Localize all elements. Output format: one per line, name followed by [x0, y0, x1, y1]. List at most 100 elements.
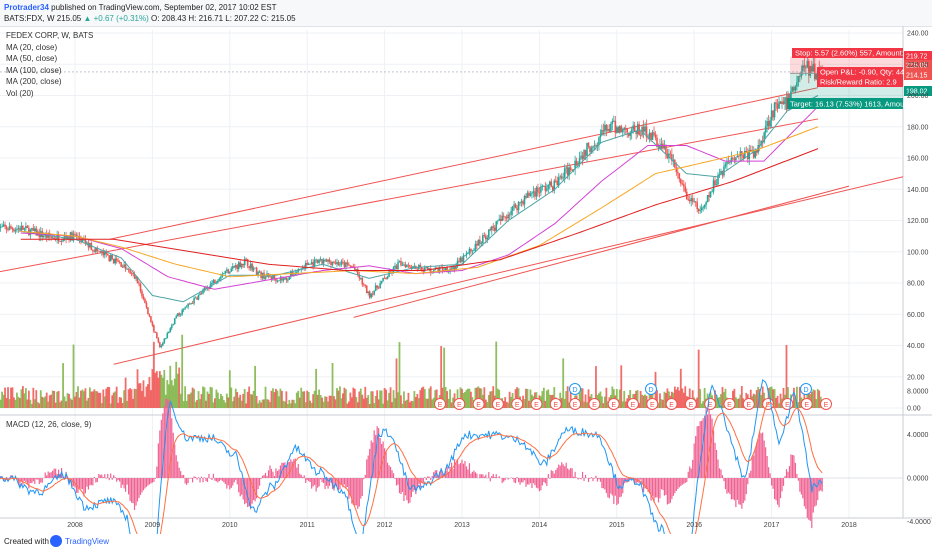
- earnings-marker-circle: [820, 398, 832, 410]
- earnings-marker[interactable]: E: [646, 398, 659, 410]
- legend-ma20[interactable]: MA (20, close): [6, 42, 58, 52]
- earnings-marker[interactable]: E: [742, 398, 755, 410]
- macd-histogram-bar: [162, 413, 164, 478]
- dividend-marker[interactable]: D: [800, 383, 812, 395]
- macd-histogram-bar: [226, 478, 228, 489]
- dividend-marker[interactable]: D: [645, 383, 657, 395]
- candle-body: [797, 76, 800, 83]
- volume-bar: [294, 403, 297, 408]
- macd-histogram-bar: [815, 478, 817, 506]
- earnings-marker[interactable]: E: [434, 398, 446, 410]
- trade-position[interactable]: Stop: 5.57 (2.60%) 557, Amount:Open P&L:…: [0, 48, 932, 109]
- earnings-marker[interactable]: E: [588, 398, 601, 410]
- earnings-marker[interactable]: E: [491, 398, 504, 410]
- candle-body: [380, 280, 383, 284]
- candle-body: [130, 273, 133, 275]
- volume-bar: [602, 403, 605, 408]
- candle-body: [13, 229, 15, 232]
- legend-vol[interactable]: Vol (20): [6, 88, 34, 98]
- candle-body: [645, 126, 648, 138]
- volume-bar: [288, 399, 291, 408]
- macd-histogram-bar: [580, 478, 582, 480]
- earnings-marker-circle: [472, 398, 485, 410]
- price-axis-label: 220.00: [907, 62, 929, 69]
- earnings-marker[interactable]: E: [569, 398, 582, 410]
- volume-bar: [700, 403, 703, 408]
- volume-bar: [230, 387, 233, 408]
- earnings-marker[interactable]: E: [453, 398, 466, 410]
- earnings-marker[interactable]: E: [627, 398, 639, 410]
- macd-histogram-bar: [800, 478, 802, 495]
- earnings-marker[interactable]: E: [684, 398, 697, 410]
- dividend-marker[interactable]: D: [569, 383, 581, 395]
- volume-bar: [109, 403, 112, 408]
- candle-body: [105, 252, 108, 254]
- macd-histogram-bar: [4, 478, 6, 482]
- candle-body: [742, 155, 745, 159]
- legend-macd[interactable]: MACD (12, 26, close, 9): [6, 420, 92, 429]
- legend-ma50[interactable]: MA (50, close): [6, 54, 58, 64]
- macd-histogram-bar: [431, 476, 433, 478]
- earnings-marker[interactable]: E: [511, 398, 524, 410]
- volume-bar: [260, 402, 262, 408]
- earnings-marker[interactable]: E: [800, 398, 813, 410]
- macd-histogram-bar: [272, 471, 274, 478]
- candle-body: [581, 155, 584, 160]
- author-link[interactable]: Protrader34: [4, 3, 49, 12]
- macd-histogram-bar: [297, 463, 299, 478]
- earnings-marker[interactable]: E: [549, 398, 562, 410]
- volume-bar: [413, 391, 416, 408]
- volume-bar: [767, 388, 770, 408]
- legend-ma100[interactable]: MA (100, close): [6, 65, 62, 75]
- earnings-marker[interactable]: E: [704, 398, 717, 410]
- volume-bar: [675, 389, 678, 408]
- macd-histogram-bar: [190, 478, 192, 479]
- candle-body: [601, 130, 603, 136]
- macd-histogram-bar: [333, 478, 335, 491]
- macd-histogram-bar: [537, 478, 539, 489]
- earnings-marker[interactable]: E: [781, 398, 794, 410]
- macd-histogram-bar: [419, 478, 421, 488]
- candle-body: [592, 146, 594, 149]
- earnings-marker[interactable]: E: [530, 398, 543, 410]
- macd-histogram-bar: [818, 478, 820, 492]
- earnings-marker[interactable]: E: [665, 398, 678, 410]
- candle-body: [237, 262, 240, 269]
- candle-body: [578, 157, 581, 165]
- volume-bar: [71, 399, 73, 408]
- macd-histogram-bar: [702, 418, 704, 478]
- candle-body: [671, 154, 673, 161]
- volume-bar: [666, 388, 669, 408]
- volume-bar: [105, 388, 108, 408]
- macd-histogram-bar: [695, 435, 697, 478]
- earnings-marker[interactable]: E: [472, 398, 485, 410]
- volume-bar: [233, 396, 236, 408]
- volume-bar: [203, 387, 206, 408]
- macd-histogram-bar: [735, 478, 737, 508]
- macd-histogram-bar: [384, 448, 386, 478]
- macd-histogram-bar: [218, 478, 220, 482]
- legend-ma200[interactable]: MA (200, close): [6, 77, 62, 87]
- earnings-marker[interactable]: E: [820, 398, 832, 410]
- macd-histogram-bar: [284, 462, 286, 478]
- candle-body: [233, 266, 236, 268]
- macd-histogram-bar: [759, 432, 761, 478]
- earnings-marker[interactable]: E: [607, 398, 620, 410]
- candle-body: [595, 145, 597, 147]
- volume-bar: [167, 384, 170, 408]
- volume-bar: [196, 400, 198, 408]
- macd-histogram-bar: [577, 478, 579, 480]
- macd-histogram-bar: [482, 474, 484, 478]
- macd-histogram-bar: [340, 478, 343, 485]
- tradingview-link[interactable]: TradingView: [65, 537, 110, 546]
- volume-bar: [68, 393, 70, 408]
- candle-body: [623, 127, 626, 130]
- volume-bar: [121, 403, 124, 408]
- candle-body: [172, 324, 175, 326]
- candle-body: [255, 267, 258, 275]
- macd-histogram-bar: [325, 478, 328, 486]
- volume-bar: [301, 391, 304, 408]
- candle-body: [316, 259, 319, 263]
- earnings-marker[interactable]: E: [723, 398, 736, 410]
